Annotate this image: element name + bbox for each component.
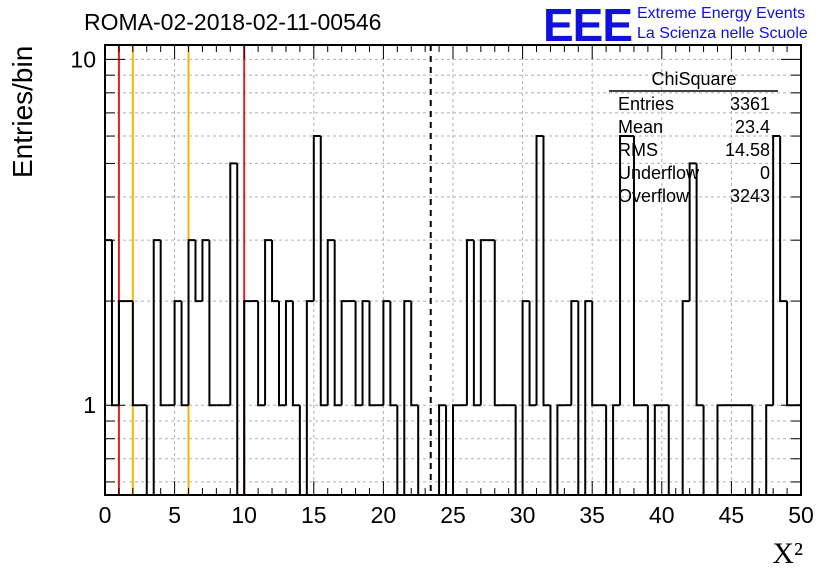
histogram-bin	[368, 301, 377, 407]
x-tick-label: 40	[649, 502, 675, 528]
histogram-bin	[521, 300, 530, 495]
stats-box: ChiSquare Entries 3361 Mean 23.4 RMS 14.58 Und…	[609, 69, 778, 206]
x-tick-label: 50	[788, 502, 814, 528]
histogram-bin	[131, 301, 140, 407]
histogram-bin	[305, 300, 314, 495]
histogram-bin	[243, 300, 252, 495]
x-tick-label: 25	[440, 502, 466, 528]
histogram-bin	[765, 404, 774, 495]
histogram-bin	[619, 135, 627, 406]
histogram-bin	[333, 240, 342, 407]
stats-label: Underflow	[618, 163, 700, 183]
histogram-bin	[326, 239, 335, 406]
histogram-bin	[542, 136, 551, 407]
stats-value: 0	[760, 163, 770, 183]
histogram-bin	[570, 300, 579, 406]
histogram-bin	[319, 136, 328, 407]
histogram-bin	[438, 404, 447, 495]
histogram-bin	[229, 162, 238, 406]
histogram-bin	[584, 300, 593, 495]
stats-title: ChiSquare	[651, 69, 736, 89]
x-tick-label: 20	[371, 502, 397, 528]
histogram-bin	[110, 240, 119, 407]
histogram-bin	[591, 301, 600, 407]
stats-value: 3243	[730, 186, 770, 206]
histogram-bin	[528, 301, 537, 407]
x-tick-label: 35	[579, 502, 605, 528]
stats-label: Mean	[618, 117, 663, 137]
logo-mark: EEE	[543, 0, 633, 51]
histogram-bin	[779, 136, 788, 303]
histogram-bin	[688, 162, 697, 302]
histogram-bin	[403, 300, 412, 495]
histogram-bin	[472, 240, 481, 407]
chart-title: ROMA-02-2018-02-11-00546	[84, 9, 382, 35]
histogram-bin	[361, 300, 370, 406]
histogram-bin	[173, 300, 182, 406]
histogram-bin	[354, 301, 363, 407]
stats-value: 3361	[730, 94, 770, 114]
histogram-bin	[187, 239, 196, 406]
x-tick-label: 5	[168, 502, 181, 528]
histogram-bin	[772, 135, 781, 406]
logo-line-2: La Scienza nelle Scuole	[637, 25, 808, 42]
x-tick-label: 0	[99, 502, 112, 528]
histogram-bin	[452, 404, 460, 495]
histogram-bin	[278, 301, 286, 407]
stats-value: 23.4	[735, 117, 770, 137]
histogram-bin	[695, 163, 704, 407]
axis-ticks: 0 5 10 15 20 25 30 35 40 45 50 1 10	[70, 45, 814, 528]
histogram-bin	[236, 163, 245, 496]
histogram-bin	[117, 300, 126, 406]
histogram-bin	[284, 300, 293, 406]
y-tick-label: 10	[70, 46, 96, 72]
histogram-bin	[493, 240, 502, 407]
x-tick-label: 15	[301, 502, 327, 528]
histogram-bin	[271, 240, 279, 303]
stats-value: 14.58	[725, 140, 770, 160]
stats-label: Overflow	[618, 186, 690, 206]
histogram-bin	[632, 136, 641, 407]
histogram-bin	[104, 239, 112, 495]
x-tick-label: 10	[231, 502, 257, 528]
histogram-bin	[340, 300, 349, 406]
histogram-bin	[312, 135, 321, 302]
histogram-bin	[410, 301, 419, 407]
stats-label: RMS	[618, 140, 658, 160]
histogram-bin	[159, 240, 168, 407]
histogram-bin	[180, 301, 189, 407]
histogram-bin	[479, 239, 488, 406]
histogram-bin	[681, 300, 690, 495]
histogram-bin	[577, 301, 586, 496]
histogram-bin	[382, 300, 391, 406]
histogram-bin	[716, 404, 725, 495]
histogram-bin	[194, 240, 203, 303]
y-tick-label: 1	[83, 392, 96, 418]
x-tick-label: 45	[719, 502, 745, 528]
histogram-bin	[291, 301, 300, 407]
histogram-bin	[201, 239, 210, 302]
histogram-bin	[389, 301, 398, 407]
histogram-bin	[786, 301, 795, 407]
histogram-bin	[612, 404, 621, 495]
histogram-bin	[152, 239, 161, 495]
x-axis-title: X²	[772, 537, 803, 570]
histogram-bin	[535, 135, 544, 406]
stats-label: Entries	[618, 94, 674, 114]
histogram-bin	[465, 239, 474, 406]
x-tick-label: 30	[510, 502, 536, 528]
histogram-bin	[257, 301, 266, 407]
histogram-bin	[556, 404, 565, 495]
histogram-bin	[653, 404, 662, 495]
y-axis-title: Entries/bin	[7, 46, 38, 178]
histogram-bin	[264, 239, 273, 406]
histogram-bin	[208, 240, 217, 407]
logo-line-1: Extreme Energy Events	[637, 5, 806, 22]
